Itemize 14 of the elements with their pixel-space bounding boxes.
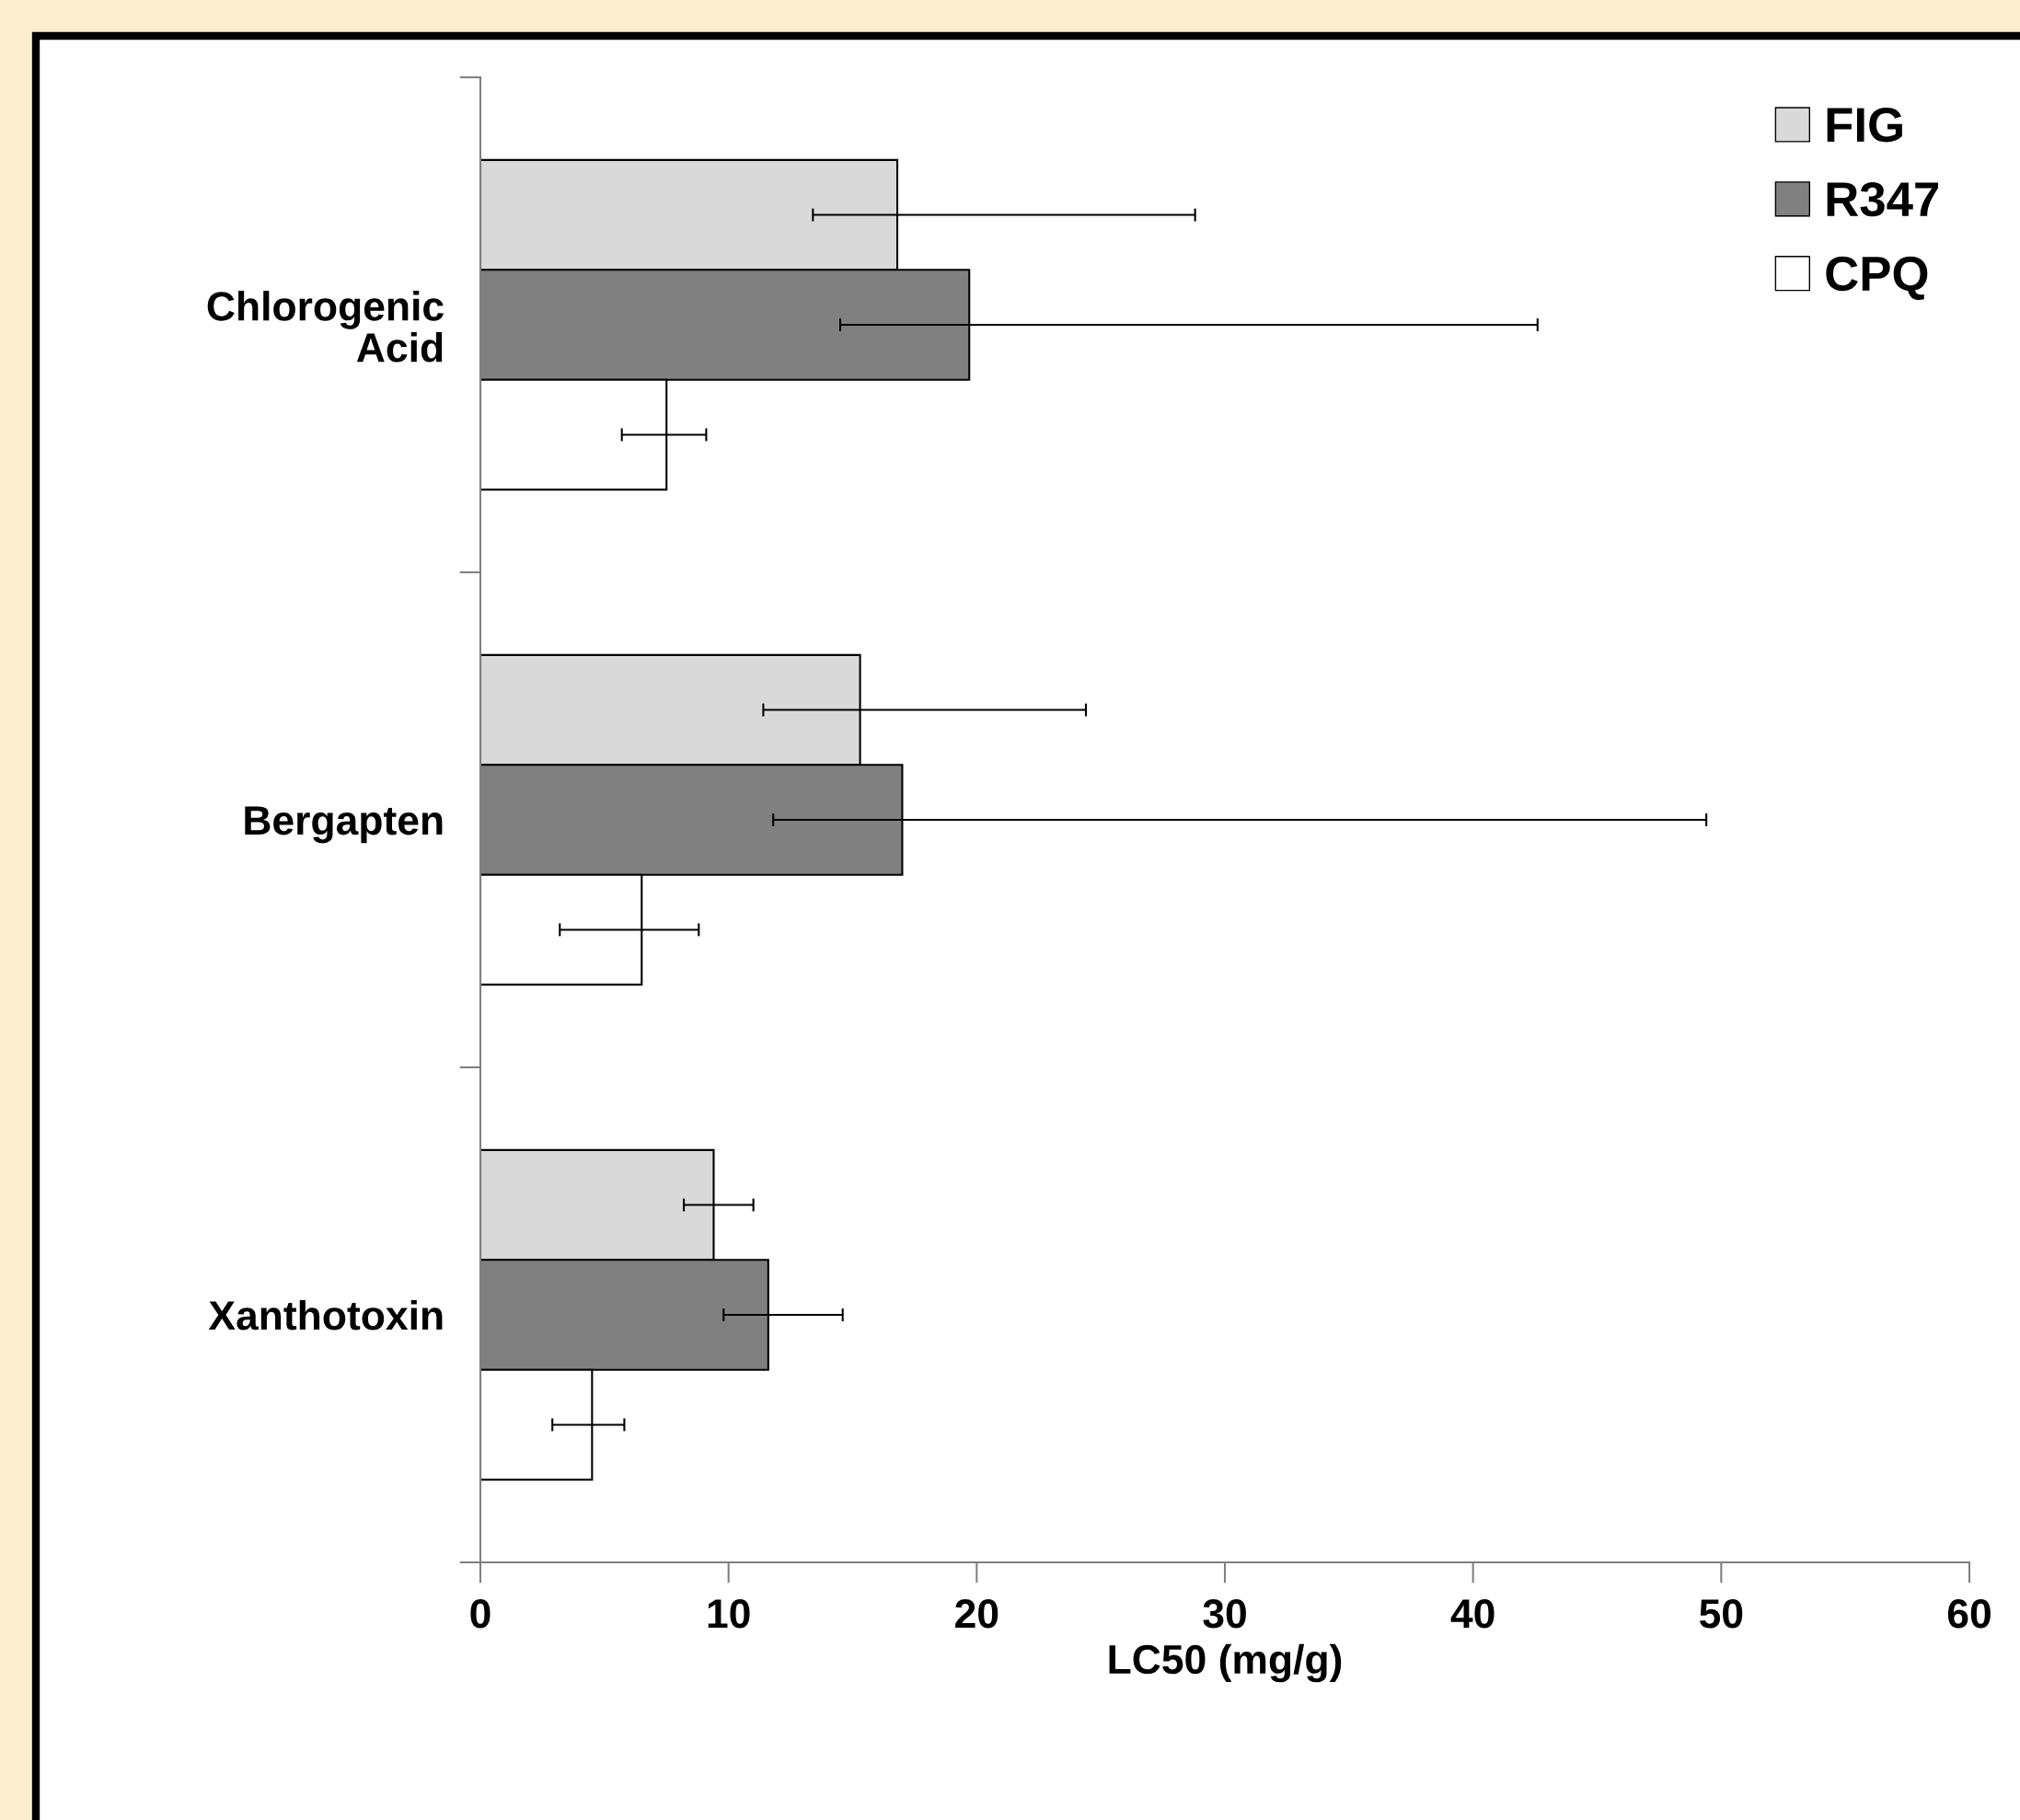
x-axis-title: LC50 (mg/g) (1109, 1643, 1342, 1683)
y-tick-label: Bergapten (245, 806, 443, 844)
x-tick-label: 0 (470, 1599, 491, 1629)
x-tick-label: 30 (1203, 1599, 1246, 1629)
x-tick-label: 50 (1699, 1599, 1743, 1629)
legend-label: R347 (1827, 181, 1939, 217)
y-tick-label: Chlorogenic Acid (207, 291, 444, 363)
x-tick-label: 10 (708, 1599, 750, 1629)
x-tick-label: 40 (1450, 1599, 1495, 1629)
legend-label: FIG (1827, 108, 1902, 143)
y-tick-label: Xanthotoxin (208, 1299, 443, 1330)
legend-label: CPQ (1826, 256, 1928, 301)
x-tick-label: 20 (955, 1599, 998, 1629)
x-tick-label: 60 (1947, 1599, 1991, 1629)
